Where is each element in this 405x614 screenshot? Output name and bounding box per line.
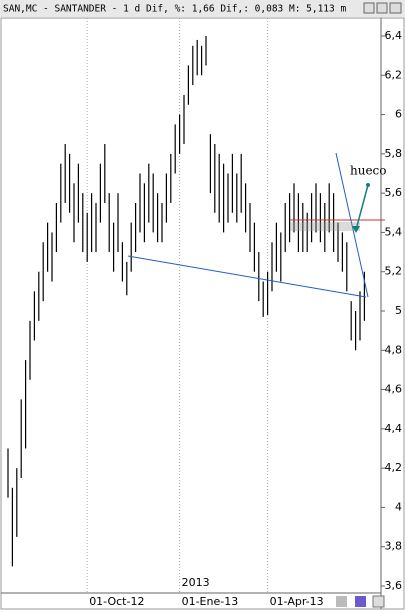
gap-band [290,222,360,231]
y-tick-label: 5 [395,304,402,317]
y-tick-label: 4,2 [385,461,403,474]
y-tick-label: 4,6 [385,383,403,396]
arrow-tail [366,183,370,187]
y-tick-label: 4,4 [385,422,403,435]
x-tick-label: 01-Oct-12 [89,595,144,608]
maximize-button[interactable] [376,2,388,14]
arrow-head [352,226,360,233]
minimize-button[interactable] [363,2,375,14]
tool-icon[interactable] [336,596,347,607]
y-tick-label: 4,8 [385,343,403,356]
pin-icon[interactable] [372,595,385,608]
y-tick-label: 6,2 [385,68,403,81]
annotation: hueco [350,164,387,178]
y-tick-label: 5,2 [385,265,403,278]
year-label: 2013 [182,576,210,589]
y-tick-label: 5,8 [385,147,403,160]
y-tick-label: 5,6 [385,186,403,199]
y-tick-label: 3,6 [385,579,403,592]
arrow [356,184,369,227]
y-tick-label: 3,8 [385,540,403,553]
trend-line [127,255,367,298]
x-tick-label: 01-Apr-13 [270,595,324,608]
x-tick-label: 01-Ene-13 [182,595,239,608]
y-tick-label: 4 [395,500,402,513]
y-tick-label: 6,4 [385,29,403,42]
save-icon[interactable] [355,596,366,607]
close-button[interactable] [389,2,402,14]
chart-title: SAN,MC - SANTANDER - 1 d Dif, %: 1,66 Di… [3,4,346,15]
y-tick-label: 5,4 [385,225,403,238]
trend-line [335,152,369,298]
frame [0,17,405,610]
title-bar [0,0,405,17]
y-tick-label: 6 [395,108,402,121]
